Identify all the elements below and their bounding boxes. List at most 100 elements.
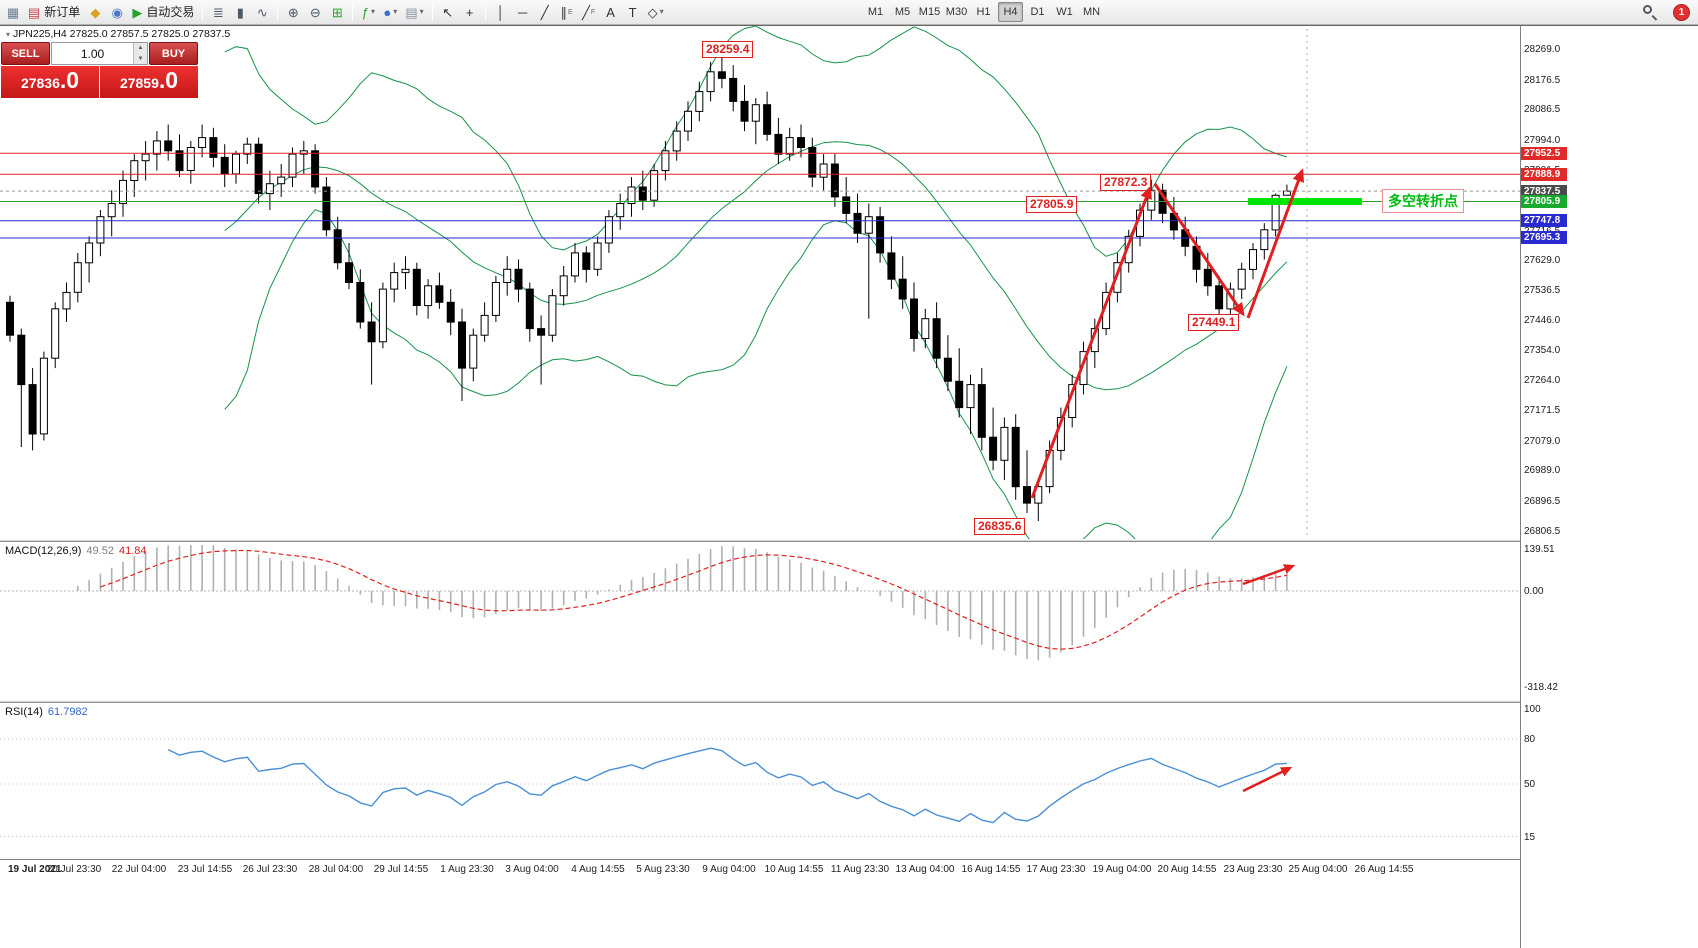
time-scale-label: 16 Aug 14:55 bbox=[961, 864, 1021, 875]
chart-window-icon[interactable]: ▦ bbox=[3, 2, 23, 22]
rsi-panel[interactable] bbox=[0, 703, 1520, 859]
zoom-in-icon[interactable]: ⊕ bbox=[283, 2, 303, 22]
search-icon[interactable] bbox=[1641, 3, 1659, 21]
price-annotation-peak[interactable]: 28259.4 bbox=[702, 41, 754, 58]
fibonacci-icon[interactable]: ╱ F bbox=[579, 2, 599, 22]
timeframe-h1[interactable]: H1 bbox=[971, 2, 996, 22]
volume-up-button[interactable]: ▲ bbox=[134, 43, 147, 54]
price-scale[interactable]: 28269.028176.528086.527994.027901.527716… bbox=[1520, 26, 1698, 948]
ohlc-close: 27837.5 bbox=[192, 28, 231, 40]
time-scale-label: 4 Aug 14:55 bbox=[571, 864, 625, 875]
time-scale-label: 22 Jul 04:00 bbox=[111, 864, 167, 875]
price-scale-label: 27446.0 bbox=[1524, 315, 1561, 326]
time-scale-label: 19 Aug 04:00 bbox=[1092, 864, 1152, 875]
turning-point-label[interactable]: 多空转折点 bbox=[1382, 189, 1464, 213]
vertical-line-icon[interactable]: │ bbox=[491, 2, 511, 22]
cursor-icon[interactable]: ↖ bbox=[438, 2, 458, 22]
zoom-out-icon[interactable]: ⊖ bbox=[305, 2, 325, 22]
periods-icon-dropdown[interactable]: ▾ bbox=[393, 7, 398, 16]
volume-down-button[interactable]: ▼ bbox=[134, 53, 147, 64]
timeframe-m15[interactable]: M15 bbox=[917, 2, 942, 22]
sell-price[interactable]: 27836.0 bbox=[1, 66, 99, 98]
text-icon[interactable]: A bbox=[601, 2, 621, 22]
time-scale-label: 3 Aug 04:00 bbox=[505, 864, 559, 875]
toolbar-right: 1 bbox=[1641, 3, 1690, 21]
price-scale-label: 28176.5 bbox=[1524, 75, 1561, 86]
crosshair-icon: + bbox=[465, 4, 474, 20]
timeframe-m1[interactable]: M1 bbox=[863, 2, 888, 22]
candles-chart-icon: ▮ bbox=[236, 4, 244, 20]
channel-icon-letter: E bbox=[568, 8, 573, 16]
rsi-indicator-label: RSI(14) 61.7982 bbox=[5, 706, 88, 718]
channel-icon[interactable]: ∥ E bbox=[557, 2, 577, 22]
indicators-icon-dropdown[interactable]: ▾ bbox=[370, 7, 375, 16]
candles-chart-icon[interactable]: ▮ bbox=[230, 2, 250, 22]
buy-price-dec: .0 bbox=[158, 67, 179, 93]
buy-price-int: 27859 bbox=[119, 75, 159, 91]
templates-icon[interactable]: ▤ ▾ bbox=[402, 2, 426, 22]
highlight-zone-bar[interactable] bbox=[1248, 198, 1362, 205]
volume-input[interactable]: 1.00 bbox=[80, 46, 105, 61]
buy-button[interactable]: BUY bbox=[149, 42, 198, 65]
ohlc-open: 27825.0 bbox=[69, 28, 108, 40]
timeframe-w1[interactable]: W1 bbox=[1052, 2, 1077, 22]
buy-price[interactable]: 27859.0 bbox=[100, 66, 198, 98]
price-annotation-level[interactable]: 27805.9 bbox=[1026, 196, 1078, 213]
shapes-icon[interactable]: ◇ ▾ bbox=[645, 2, 667, 22]
rsi-scale-label: 50 bbox=[1524, 779, 1536, 790]
time-scale-label: 29 Jul 14:55 bbox=[373, 864, 429, 875]
price-annotation-higher-low[interactable]: 27449.1 bbox=[1188, 314, 1240, 331]
templates-icon-dropdown[interactable]: ▾ bbox=[419, 7, 424, 16]
trendline-icon[interactable]: ╱ bbox=[535, 2, 555, 22]
one-click-caret-icon[interactable]: ▾ bbox=[6, 30, 11, 39]
time-scale-label: 26 Jul 23:30 bbox=[242, 864, 298, 875]
rsi-name: RSI(14) bbox=[5, 706, 43, 718]
main-price-chart[interactable] bbox=[0, 26, 1520, 539]
price-badge-red: 27952.5 bbox=[1521, 147, 1567, 160]
timeframe-m5[interactable]: M5 bbox=[890, 2, 915, 22]
history-center-icon[interactable]: ◆ bbox=[85, 2, 105, 22]
fibonacci-icon-letter: F bbox=[590, 8, 596, 16]
rsi-scale-label: 80 bbox=[1524, 734, 1536, 745]
timeframe-m30[interactable]: M30 bbox=[944, 2, 969, 22]
line-chart-icon[interactable]: ∿ bbox=[252, 2, 272, 22]
panel-divider[interactable] bbox=[0, 700, 1698, 703]
indicators-icon[interactable]: ƒ ▾ bbox=[358, 2, 378, 22]
candles-group bbox=[6, 52, 1291, 521]
price-scale-label: 27264.0 bbox=[1524, 375, 1561, 386]
macd-scale-label: 139.51 bbox=[1524, 544, 1555, 555]
horizontal-line-icon[interactable]: ─ bbox=[513, 2, 533, 22]
sell-button[interactable]: SELL bbox=[1, 42, 50, 65]
price-scale-label: 27354.0 bbox=[1524, 345, 1561, 356]
tile-windows-icon[interactable]: ⊞ bbox=[327, 2, 347, 22]
toolbar-separator bbox=[352, 3, 354, 21]
timeframe-mn[interactable]: MN bbox=[1079, 2, 1104, 22]
macd-panel[interactable] bbox=[0, 542, 1520, 700]
price-annotation-bottom[interactable]: 26835.6 bbox=[974, 518, 1026, 535]
autotrade-button[interactable]: ▶ 自动交易 bbox=[129, 2, 197, 22]
price-scale-label: 26896.5 bbox=[1524, 496, 1561, 507]
periods-icon[interactable]: ● ▾ bbox=[380, 2, 400, 22]
crosshair-icon[interactable]: + bbox=[460, 2, 480, 22]
ohlc-low: 27825.0 bbox=[151, 28, 190, 40]
bars-chart-icon[interactable]: ≣ bbox=[208, 2, 228, 22]
shapes-icon: ◇ bbox=[647, 4, 658, 20]
time-scale-label: 20 Aug 14:55 bbox=[1157, 864, 1217, 875]
panel-divider[interactable] bbox=[0, 539, 1698, 542]
community-icon[interactable]: ◉ bbox=[107, 2, 127, 22]
price-scale-label: 28086.5 bbox=[1524, 104, 1561, 115]
time-scale-label: 28 Jul 04:00 bbox=[308, 864, 364, 875]
timeframe-h4[interactable]: H4 bbox=[998, 2, 1023, 22]
price-annotation-swing-high[interactable]: 27872.3 bbox=[1100, 174, 1152, 191]
time-scale[interactable]: 19 Jul 2021 20 Jul 23:30 22 Jul 04:00 23 Ju… bbox=[0, 859, 1698, 881]
timeframe-d1[interactable]: D1 bbox=[1025, 2, 1050, 22]
price-scale-label: 27079.0 bbox=[1524, 436, 1561, 447]
new-order-button[interactable]: ▤ 新订单 bbox=[25, 2, 83, 22]
tile-windows-icon: ⊞ bbox=[331, 4, 343, 20]
shapes-icon-dropdown[interactable]: ▾ bbox=[659, 7, 664, 16]
label-icon[interactable]: T bbox=[623, 2, 643, 22]
chart-window[interactable]: ▾ JPN225,H4 27825.0 27857.5 27825.0 27837… bbox=[0, 25, 1698, 948]
label-icon: T bbox=[628, 4, 637, 20]
time-scale-label: 19 Jul 2021 bbox=[8, 864, 62, 875]
notification-badge[interactable]: 1 bbox=[1673, 3, 1690, 21]
